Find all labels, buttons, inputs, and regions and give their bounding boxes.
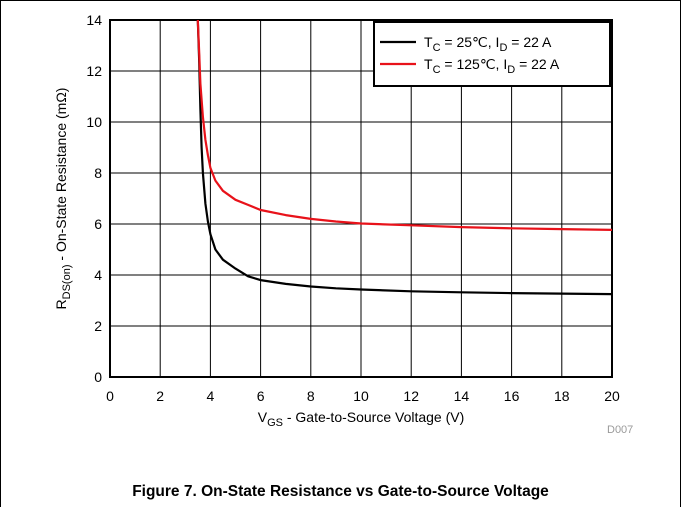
series-layer [196,19,613,296]
figure-caption: Figure 7. On-State Resistance vs Gate-to… [132,483,549,500]
series-line-25c [196,19,613,296]
x-tick-label: 14 [454,388,470,404]
x-tick-label: 10 [353,388,369,404]
x-tick-label: 0 [106,388,114,404]
legend-box [373,21,611,87]
y-tick-label: 10 [86,114,102,130]
figure-code: D007 [607,424,633,436]
y-axis-title: RDS(on) - On-State Resistance (mΩ) [53,88,73,310]
y-tick-label: 6 [94,216,102,232]
x-tick-label: 16 [504,388,520,404]
x-tick-label: 12 [403,388,419,404]
plot-border [109,19,613,378]
y-tick-label: 12 [86,63,102,79]
x-tick-label: 8 [307,388,315,404]
x-axis-title: VGS - Gate-to-Source Voltage (V) [258,409,465,429]
legend-label-125c: TC = 125℃, ID = 22 A [424,56,560,76]
y-tick-label: 4 [94,267,102,283]
y-tick-label: 14 [86,12,102,28]
x-tick-label: 6 [257,388,265,404]
x-tick-label: 20 [604,388,620,404]
y-tick-label: 0 [94,369,102,385]
legend-label-25c: TC = 25℃, ID = 22 A [424,34,552,54]
series-line-125c [196,19,613,231]
x-tick-label: 2 [156,388,164,404]
tick-labels: 0 2 4 6 8 10 12 14 16 18 20 0 2 4 6 8 10 12 14 [86,12,620,404]
x-tick-label: 4 [207,388,215,404]
x-tick-label: 18 [554,388,570,404]
legend: TC = 25℃, ID = 22 A TC = 125℃, ID = 22 A [373,21,611,87]
y-tick-label: 2 [94,318,102,334]
y-tick-label: 8 [94,165,102,181]
